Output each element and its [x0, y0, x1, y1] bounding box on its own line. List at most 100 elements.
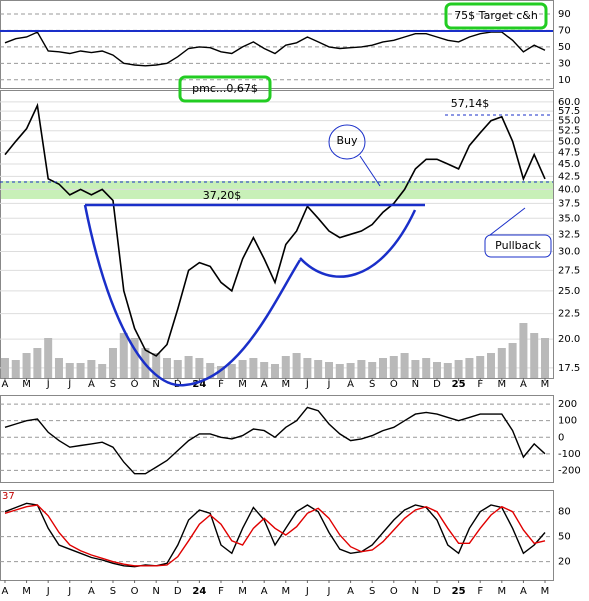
line-series	[4, 406, 546, 475]
line-series	[4, 102, 546, 357]
volume-bar	[54, 358, 63, 378]
panel-frame	[0, 490, 554, 581]
volume-bar	[65, 363, 74, 378]
neckline-label: 37,20$	[203, 189, 242, 202]
volume-bar	[487, 353, 496, 378]
x-tick-label: O	[131, 586, 139, 597]
volume-bar	[238, 360, 247, 378]
x-tick-label: J	[305, 586, 309, 597]
volume-bar	[357, 360, 366, 378]
volume-bar	[411, 360, 420, 378]
y-tick-label: 37.5	[558, 198, 580, 209]
y-tick-label: 52.5	[558, 126, 580, 137]
volume-bar	[497, 348, 506, 378]
volume-bar	[465, 358, 474, 378]
high-label: 57,14$	[451, 97, 490, 110]
x-tick-label: N	[412, 379, 419, 390]
x-tick-label: F	[218, 586, 224, 597]
y-tick-label: -100	[558, 449, 581, 460]
volume-bar	[335, 364, 344, 378]
y-tick-label: 22.5	[558, 309, 580, 320]
x-tick-label: A	[520, 586, 527, 597]
drawings	[0, 2, 553, 387]
x-tick-label: A	[261, 379, 268, 390]
volume-bar	[541, 338, 550, 378]
y-tick-label: 0	[558, 432, 564, 443]
x-tick-label: A	[88, 586, 95, 597]
x-tick-label: F	[477, 586, 483, 597]
cup-curve	[83, 204, 302, 387]
x-tick-label: M	[541, 586, 550, 597]
volume-bar	[454, 360, 463, 378]
y-tick-label: 40.0	[558, 184, 580, 195]
volume-bar	[216, 366, 225, 378]
y-tick-label: 32.5	[558, 229, 580, 240]
y-tick-label: 90	[558, 9, 571, 20]
pmc-label: pmc...0,67$	[192, 82, 258, 95]
x-tick-label: M	[497, 379, 506, 390]
stoch-label: 37	[2, 491, 15, 502]
x-tick-label: A	[347, 379, 354, 390]
line-series	[4, 31, 546, 67]
background	[0, 0, 554, 581]
x-tick-label: M	[22, 379, 31, 390]
volume-bar	[249, 358, 258, 378]
x-tick-label: N	[412, 586, 419, 597]
pullback-box	[484, 234, 552, 258]
x-tick-label: S	[369, 379, 375, 390]
x-tick-label: J	[305, 379, 309, 390]
x-tick-label: 24	[192, 586, 206, 597]
volume-bar	[303, 358, 312, 378]
volume-bar	[184, 356, 193, 378]
y-tick-label: 70	[558, 25, 571, 36]
x-tick-label: O	[390, 586, 398, 597]
y-tick-label: 30.0	[558, 247, 580, 258]
y-tick-label: 10	[558, 75, 571, 86]
volume-bar	[195, 358, 204, 378]
volume-bar	[152, 353, 161, 378]
volume-bar	[389, 356, 398, 378]
volume-bar	[346, 363, 355, 378]
x-tick-label: J	[327, 586, 331, 597]
x-tick-label: M	[238, 379, 247, 390]
volume-bar	[87, 360, 96, 378]
volume-bar	[422, 358, 431, 378]
y-tick-label: 100	[558, 416, 577, 427]
handle-curve	[299, 209, 417, 278]
volume-bar	[162, 358, 171, 378]
x-tick-label: D	[433, 379, 441, 390]
target-label: 75$ Target c&h	[454, 9, 538, 22]
volume-bar	[519, 323, 528, 378]
volume-bar	[206, 363, 215, 378]
x-tick-label: J	[67, 379, 71, 390]
volume-bar	[44, 338, 53, 378]
y-tick-label: 47.5	[558, 147, 580, 158]
x-tick-label: 25	[452, 379, 466, 390]
buy-bubble	[328, 124, 366, 160]
volume-bar	[98, 364, 107, 378]
pullback-arrow	[489, 207, 526, 236]
y-tick-label: 50.0	[558, 136, 580, 147]
x-tick-label: 25	[452, 586, 466, 597]
volume-bar	[227, 364, 236, 378]
x-tick-label: M	[281, 586, 290, 597]
volume-bar	[368, 362, 377, 378]
x-tick-label: J	[46, 379, 50, 390]
y-tick-label: 200	[558, 399, 577, 410]
y-tick-label: 30	[558, 58, 571, 69]
y-tick-label: 17.5	[558, 363, 580, 374]
x-tick-label: M	[541, 379, 550, 390]
y-tick-label: -200	[558, 465, 581, 476]
y-tick-label: 45.0	[558, 159, 580, 170]
y-tick-label: 60.0	[558, 97, 580, 108]
y-tick-label: 20.0	[558, 334, 580, 345]
panel-frame	[0, 0, 554, 89]
buy-label: Buy	[336, 134, 358, 147]
y-tick-label: 50	[558, 42, 571, 53]
volume-bar	[530, 333, 539, 378]
support-zone	[0, 181, 553, 199]
volume-bar	[130, 338, 139, 378]
x-tick-label: S	[369, 586, 375, 597]
volume-bar	[476, 356, 485, 378]
y-tick-label: 20	[558, 557, 571, 568]
